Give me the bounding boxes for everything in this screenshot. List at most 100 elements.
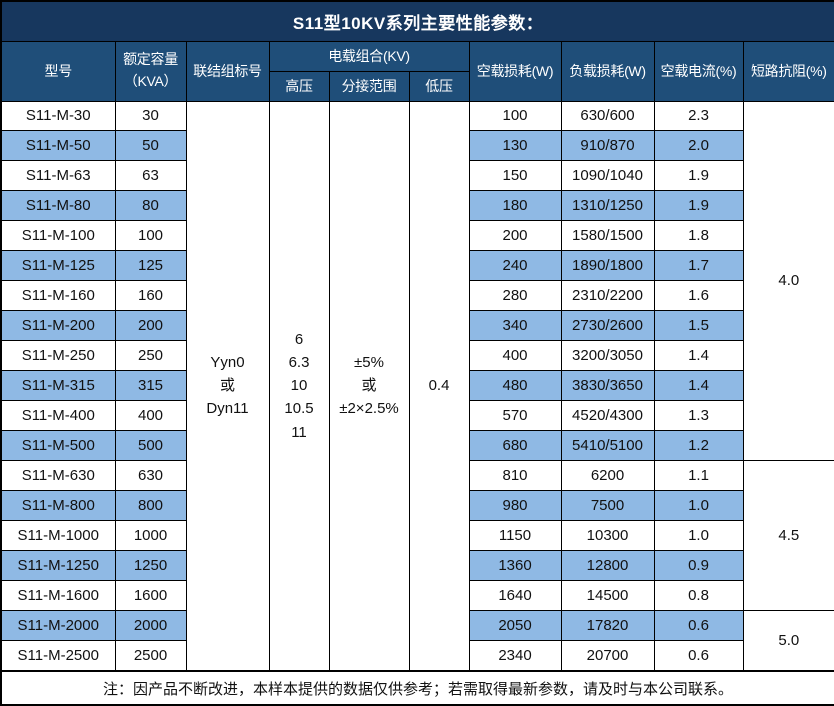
cell-load-loss: 7500 xyxy=(560,489,655,521)
table-body: S11-M-30 30 Yyn0 或 Dyn11 6 6.3 10 10.5 11 ±5… xyxy=(0,100,834,672)
table-row: S11-M-160 160 280 2310/2200 1.6 xyxy=(0,280,834,312)
cell-no-load-current: 1.3 xyxy=(653,400,744,431)
cell-no-load-loss: 570 xyxy=(468,400,562,431)
table-row: S11-M-50 50 130 910/870 2.0 xyxy=(0,130,834,162)
cell-model: S11-M-50 xyxy=(0,130,116,162)
table-row: S11-M-2000 2000 2050 17820 0.6 5.0 xyxy=(0,609,834,672)
cell-model: S11-M-1000 xyxy=(0,519,116,551)
col-header-model: 型号 xyxy=(0,40,116,102)
cell-load-loss: 910/870 xyxy=(560,130,655,162)
merged-low-voltage-cell: 0.4 xyxy=(408,100,470,672)
cell-no-load-current: 1.6 xyxy=(653,280,744,312)
cell-no-load-current: 1.7 xyxy=(653,250,744,282)
cell-no-load-loss: 400 xyxy=(468,340,562,372)
cell-load-loss: 17820 xyxy=(560,609,655,641)
table-row: S11-M-1600 1600 1640 14500 0.8 xyxy=(0,579,834,611)
cell-model: S11-M-250 xyxy=(0,340,116,372)
cell-no-load-current: 1.4 xyxy=(653,370,744,402)
cell-load-loss: 2730/2600 xyxy=(560,310,655,342)
cell-no-load-current: 1.0 xyxy=(653,489,744,521)
table-row: S11-M-400 400 570 4520/4300 1.3 xyxy=(0,400,834,431)
cell-no-load-current: 0.9 xyxy=(653,549,744,581)
cell-model: S11-M-400 xyxy=(0,400,116,431)
col-header-low-voltage: 低压 xyxy=(408,70,470,102)
cell-no-load-loss: 100 xyxy=(468,100,562,132)
cell-capacity: 200 xyxy=(114,310,187,342)
col-header-connection: 联结组标号 xyxy=(185,40,270,102)
cell-no-load-current: 2.0 xyxy=(653,130,744,162)
cell-no-load-loss: 180 xyxy=(468,190,562,222)
table-row: S11-M-30 30 Yyn0 或 Dyn11 6 6.3 10 10.5 11 ±5… xyxy=(0,100,834,672)
page-title: S11型10KV系列主要性能参数： xyxy=(0,0,834,42)
cell-no-load-loss: 980 xyxy=(468,489,562,521)
cell-model: S11-M-160 xyxy=(0,280,116,312)
cell-model: S11-M-500 xyxy=(0,429,116,461)
col-header-load-loss: 负载损耗(W) xyxy=(560,40,655,102)
cell-load-loss: 14500 xyxy=(560,579,655,611)
header-row-sub: 高压 分接范围 低压 xyxy=(1,70,834,102)
cell-no-load-current: 1.9 xyxy=(653,190,744,222)
cell-model: S11-M-63 xyxy=(0,160,116,192)
table-row: S11-M-500 500 680 5410/5100 1.2 xyxy=(0,429,834,461)
cell-model: S11-M-630 xyxy=(0,459,116,491)
cell-model: S11-M-2000 xyxy=(0,609,116,641)
cell-capacity: 315 xyxy=(114,370,187,402)
table-row: S11-M-200 200 340 2730/2600 1.5 xyxy=(0,310,834,342)
cell-model: S11-M-125 xyxy=(0,250,116,282)
cell-capacity: 125 xyxy=(114,250,187,282)
cell-capacity: 50 xyxy=(114,130,187,162)
cell-no-load-current: 0.6 xyxy=(653,639,744,672)
merged-tap-range-cell: ±5% 或 ±2×2.5% xyxy=(328,100,410,672)
merged-high-voltage-cell: 6 6.3 10 10.5 11 xyxy=(268,100,330,672)
cell-load-loss: 10300 xyxy=(560,519,655,551)
table-row: S11-M-800 800 980 7500 1.0 xyxy=(0,489,834,521)
cell-model: S11-M-315 xyxy=(0,370,116,402)
cell-no-load-loss: 2050 xyxy=(468,609,562,641)
merged-impedance-cell: 5.0 xyxy=(742,609,834,672)
footer-note: 注：因产品不断改进，本样本提供的数据仅供参考；若需取得最新参数，请及时与本公司联… xyxy=(0,670,834,706)
cell-capacity: 2000 xyxy=(114,609,187,641)
cell-capacity: 2500 xyxy=(114,639,187,672)
col-header-high-voltage: 高压 xyxy=(268,70,330,102)
cell-no-load-loss: 340 xyxy=(468,310,562,342)
cell-capacity: 160 xyxy=(114,280,187,312)
cell-load-loss: 20700 xyxy=(560,639,655,672)
cell-load-loss: 3830/3650 xyxy=(560,370,655,402)
cell-capacity: 63 xyxy=(114,160,187,192)
cell-model: S11-M-800 xyxy=(0,489,116,521)
cell-capacity: 100 xyxy=(114,220,187,252)
table-row: S11-M-100 100 200 1580/1500 1.8 xyxy=(0,220,834,252)
cell-load-loss: 12800 xyxy=(560,549,655,581)
col-header-no-load-loss: 空载损耗(W) xyxy=(468,40,562,102)
title-row: S11型10KV系列主要性能参数： xyxy=(0,0,834,42)
cell-no-load-loss: 480 xyxy=(468,370,562,402)
cell-no-load-loss: 1360 xyxy=(468,549,562,581)
cell-no-load-current: 1.5 xyxy=(653,310,744,342)
cell-no-load-loss: 200 xyxy=(468,220,562,252)
cell-model: S11-M-30 xyxy=(0,100,116,132)
cell-load-loss: 4520/4300 xyxy=(560,400,655,431)
col-header-capacity: 额定容量 （KVA） xyxy=(114,40,187,102)
cell-capacity: 1600 xyxy=(114,579,187,611)
cell-no-load-current: 1.9 xyxy=(653,160,744,192)
col-header-voltage-group: 电载组合(KV) xyxy=(268,40,470,72)
cell-no-load-current: 1.8 xyxy=(653,220,744,252)
cell-capacity: 500 xyxy=(114,429,187,461)
cell-no-load-loss: 130 xyxy=(468,130,562,162)
cell-no-load-current: 1.4 xyxy=(653,340,744,372)
merged-impedance-cell: 4.0 xyxy=(742,100,834,461)
cell-no-load-loss: 1150 xyxy=(468,519,562,551)
table-row: S11-M-2500 2500 2340 20700 0.6 xyxy=(0,639,834,672)
cell-capacity: 80 xyxy=(114,190,187,222)
cell-capacity: 30 xyxy=(114,100,187,132)
cell-capacity: 1250 xyxy=(114,549,187,581)
cell-load-loss: 1310/1250 xyxy=(560,190,655,222)
cell-no-load-loss: 240 xyxy=(468,250,562,282)
cell-capacity: 630 xyxy=(114,459,187,491)
cell-no-load-current: 0.8 xyxy=(653,579,744,611)
cell-capacity: 800 xyxy=(114,489,187,521)
table-row: S11-M-630 630 810 6200 1.1 4.5 xyxy=(0,459,834,611)
cell-no-load-current: 1.2 xyxy=(653,429,744,461)
cell-no-load-loss: 280 xyxy=(468,280,562,312)
cell-no-load-current: 2.3 xyxy=(653,100,744,132)
